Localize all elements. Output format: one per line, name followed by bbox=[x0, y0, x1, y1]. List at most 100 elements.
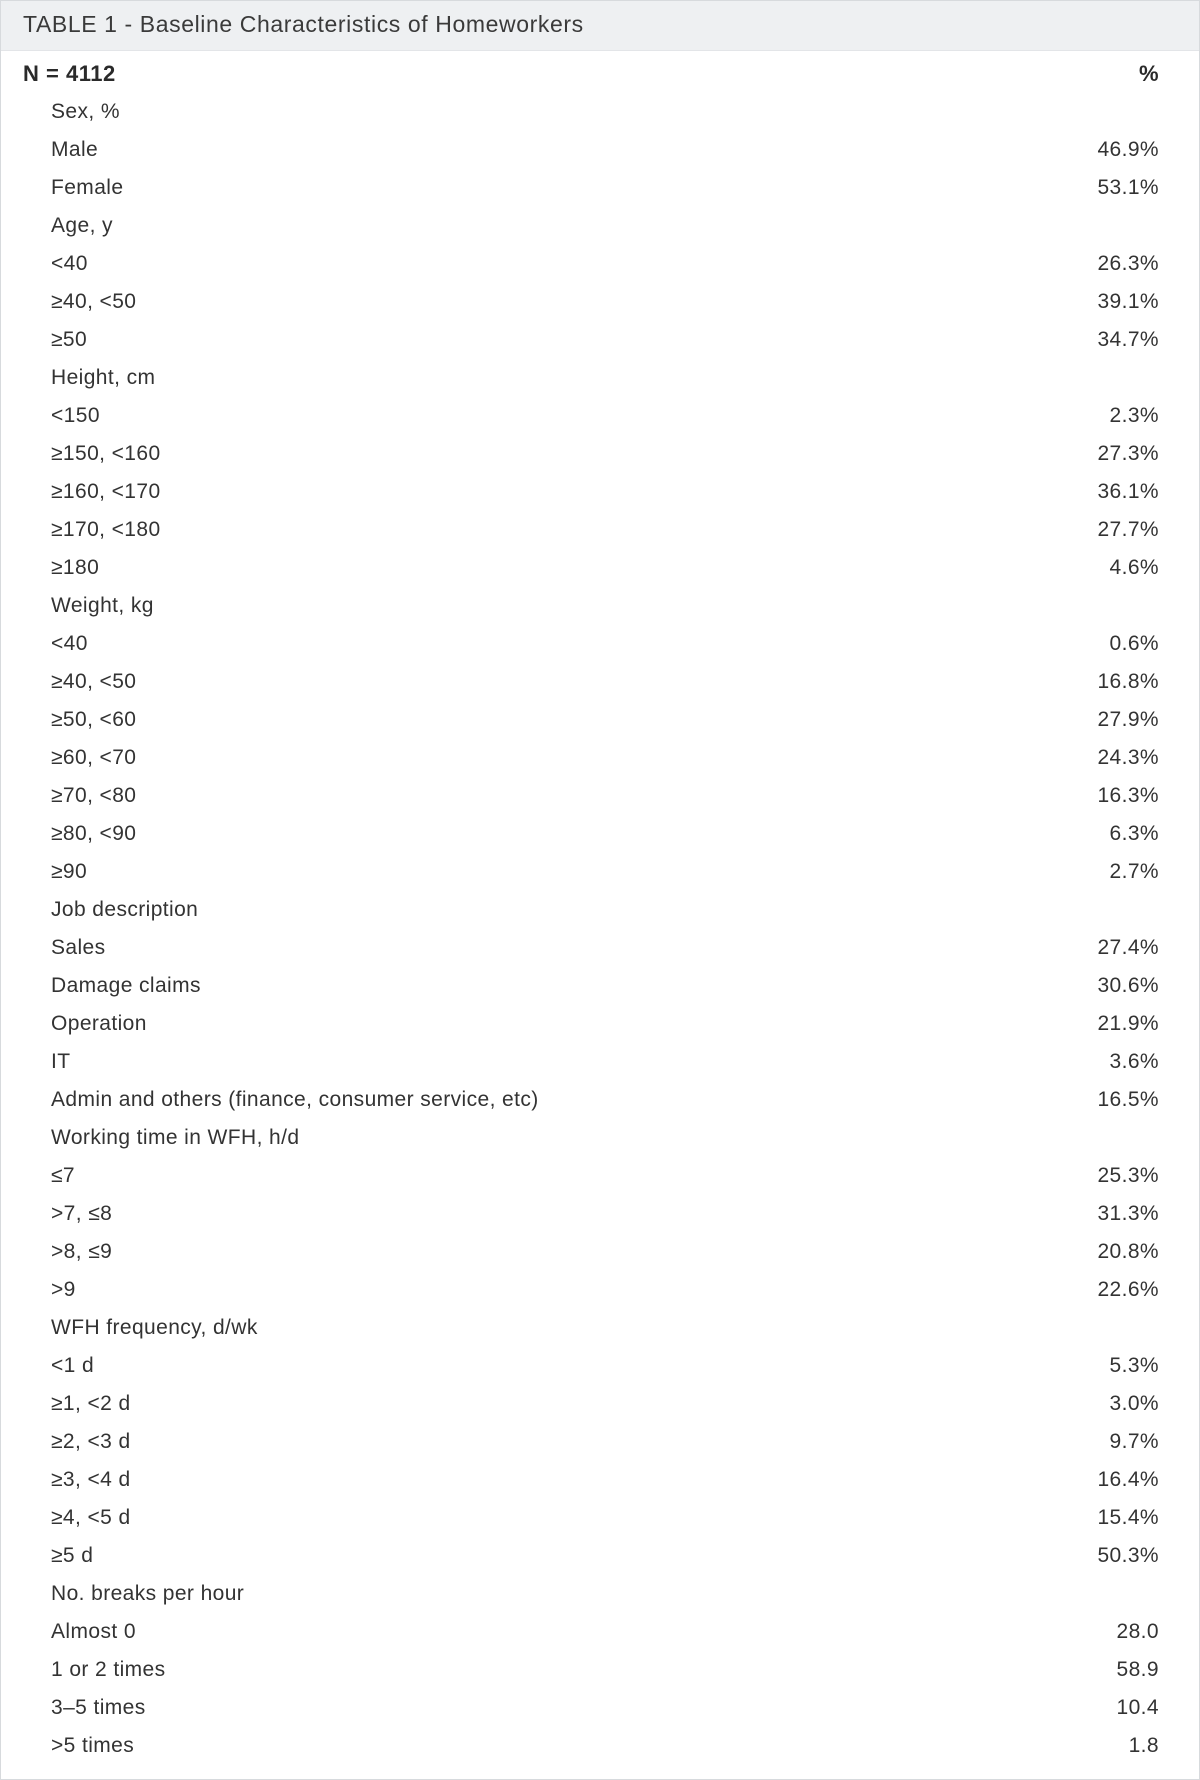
row-value: 31.3% bbox=[1039, 1202, 1159, 1226]
row-label: ≥80, <90 bbox=[51, 822, 1039, 846]
table-row: ≥50, <6027.9% bbox=[51, 701, 1159, 739]
row-value: 30.6% bbox=[1039, 974, 1159, 998]
table-row: Age, y bbox=[51, 207, 1159, 245]
table-row: ≥60, <7024.3% bbox=[51, 739, 1159, 777]
table-row: >5 times1.8 bbox=[51, 1727, 1159, 1765]
row-value: 3.0% bbox=[1039, 1392, 1159, 1416]
table-row: ≤725.3% bbox=[51, 1157, 1159, 1195]
row-value: 16.3% bbox=[1039, 784, 1159, 808]
table-row: Sex, % bbox=[51, 93, 1159, 131]
row-label: Female bbox=[51, 176, 1039, 200]
row-label: Sales bbox=[51, 936, 1039, 960]
table-row: 3–5 times10.4 bbox=[51, 1689, 1159, 1727]
row-value: 15.4% bbox=[1039, 1506, 1159, 1530]
row-label: No. breaks per hour bbox=[51, 1582, 1039, 1606]
row-value: 0.6% bbox=[1039, 632, 1159, 656]
row-value: 28.0 bbox=[1039, 1620, 1159, 1644]
table-row: Weight, kg bbox=[51, 587, 1159, 625]
table-body: Sex, %Male46.9%Female53.1%Age, y<4026.3%… bbox=[1, 93, 1199, 1779]
row-label: Male bbox=[51, 138, 1039, 162]
row-label: ≥40, <50 bbox=[51, 670, 1039, 694]
row-label: ≥3, <4 d bbox=[51, 1468, 1039, 1492]
row-label: 1 or 2 times bbox=[51, 1658, 1039, 1682]
row-label: WFH frequency, d/wk bbox=[51, 1316, 1039, 1340]
table-row: Job description bbox=[51, 891, 1159, 929]
table-row: 1 or 2 times58.9 bbox=[51, 1651, 1159, 1689]
table-row: ≥5 d50.3% bbox=[51, 1537, 1159, 1575]
table-row: Almost 028.0 bbox=[51, 1613, 1159, 1651]
row-label: ≥1, <2 d bbox=[51, 1392, 1039, 1416]
row-label: Admin and others (finance, consumer serv… bbox=[51, 1088, 1039, 1112]
row-label: ≥180 bbox=[51, 556, 1039, 580]
row-label: 3–5 times bbox=[51, 1696, 1039, 1720]
row-value: 27.9% bbox=[1039, 708, 1159, 732]
table-row: ≥150, <16027.3% bbox=[51, 435, 1159, 473]
table-title: TABLE 1 - Baseline Characteristics of Ho… bbox=[1, 1, 1199, 51]
row-value: 21.9% bbox=[1039, 1012, 1159, 1036]
table-row: WFH frequency, d/wk bbox=[51, 1309, 1159, 1347]
table-row: No. breaks per hour bbox=[51, 1575, 1159, 1613]
table-row: ≥80, <906.3% bbox=[51, 815, 1159, 853]
table-row: ≥40, <5016.8% bbox=[51, 663, 1159, 701]
table-row: ≥160, <17036.1% bbox=[51, 473, 1159, 511]
row-value: 20.8% bbox=[1039, 1240, 1159, 1264]
row-label: Job description bbox=[51, 898, 1039, 922]
table-row: >8, ≤920.8% bbox=[51, 1233, 1159, 1271]
row-value: 24.3% bbox=[1039, 746, 1159, 770]
row-label: ≥5 d bbox=[51, 1544, 1039, 1568]
row-label: ≥160, <170 bbox=[51, 480, 1039, 504]
table-row: ≥902.7% bbox=[51, 853, 1159, 891]
row-value: 9.7% bbox=[1039, 1430, 1159, 1454]
table-row: >7, ≤831.3% bbox=[51, 1195, 1159, 1233]
table-row: ≥3, <4 d16.4% bbox=[51, 1461, 1159, 1499]
row-value: 27.3% bbox=[1039, 442, 1159, 466]
row-value: 3.6% bbox=[1039, 1050, 1159, 1074]
row-value: 6.3% bbox=[1039, 822, 1159, 846]
row-label: >5 times bbox=[51, 1734, 1039, 1758]
table-row: ≥1, <2 d3.0% bbox=[51, 1385, 1159, 1423]
row-label: ≥170, <180 bbox=[51, 518, 1039, 542]
row-value: 53.1% bbox=[1039, 176, 1159, 200]
row-label: <1 d bbox=[51, 1354, 1039, 1378]
row-label: Sex, % bbox=[51, 100, 1039, 124]
row-value: 50.3% bbox=[1039, 1544, 1159, 1568]
row-label: Age, y bbox=[51, 214, 1039, 238]
row-value: 1.8 bbox=[1039, 1734, 1159, 1758]
table-row: ≥4, <5 d15.4% bbox=[51, 1499, 1159, 1537]
table-row: ≥1804.6% bbox=[51, 549, 1159, 587]
row-label: Height, cm bbox=[51, 366, 1039, 390]
row-label: ≥4, <5 d bbox=[51, 1506, 1039, 1530]
row-value: 27.7% bbox=[1039, 518, 1159, 542]
row-value: 46.9% bbox=[1039, 138, 1159, 162]
row-label: Working time in WFH, h/d bbox=[51, 1126, 1039, 1150]
row-label: <40 bbox=[51, 632, 1039, 656]
row-value: 22.6% bbox=[1039, 1278, 1159, 1302]
row-value: 4.6% bbox=[1039, 556, 1159, 580]
row-label: <150 bbox=[51, 404, 1039, 428]
table-row: ≥5034.7% bbox=[51, 321, 1159, 359]
row-value: 10.4 bbox=[1039, 1696, 1159, 1720]
table-row: Male46.9% bbox=[51, 131, 1159, 169]
table-row: Admin and others (finance, consumer serv… bbox=[51, 1081, 1159, 1119]
header-left: N = 4112 bbox=[23, 61, 116, 87]
row-value: 26.3% bbox=[1039, 252, 1159, 276]
row-label: ≥150, <160 bbox=[51, 442, 1039, 466]
baseline-characteristics-table: TABLE 1 - Baseline Characteristics of Ho… bbox=[0, 0, 1200, 1780]
row-value: 34.7% bbox=[1039, 328, 1159, 352]
row-label: ≥2, <3 d bbox=[51, 1430, 1039, 1454]
table-row: Operation21.9% bbox=[51, 1005, 1159, 1043]
table-row: ≥70, <8016.3% bbox=[51, 777, 1159, 815]
row-label: ≥90 bbox=[51, 860, 1039, 884]
row-value: 2.3% bbox=[1039, 404, 1159, 428]
header-right: % bbox=[1139, 61, 1159, 87]
row-label: >9 bbox=[51, 1278, 1039, 1302]
row-label: ≥40, <50 bbox=[51, 290, 1039, 314]
row-label: >8, ≤9 bbox=[51, 1240, 1039, 1264]
table-header-row: N = 4112 % bbox=[1, 51, 1199, 93]
table-row: ≥40, <5039.1% bbox=[51, 283, 1159, 321]
row-value: 36.1% bbox=[1039, 480, 1159, 504]
table-row: <400.6% bbox=[51, 625, 1159, 663]
table-row: Female53.1% bbox=[51, 169, 1159, 207]
row-value: 58.9 bbox=[1039, 1658, 1159, 1682]
row-label: Weight, kg bbox=[51, 594, 1039, 618]
